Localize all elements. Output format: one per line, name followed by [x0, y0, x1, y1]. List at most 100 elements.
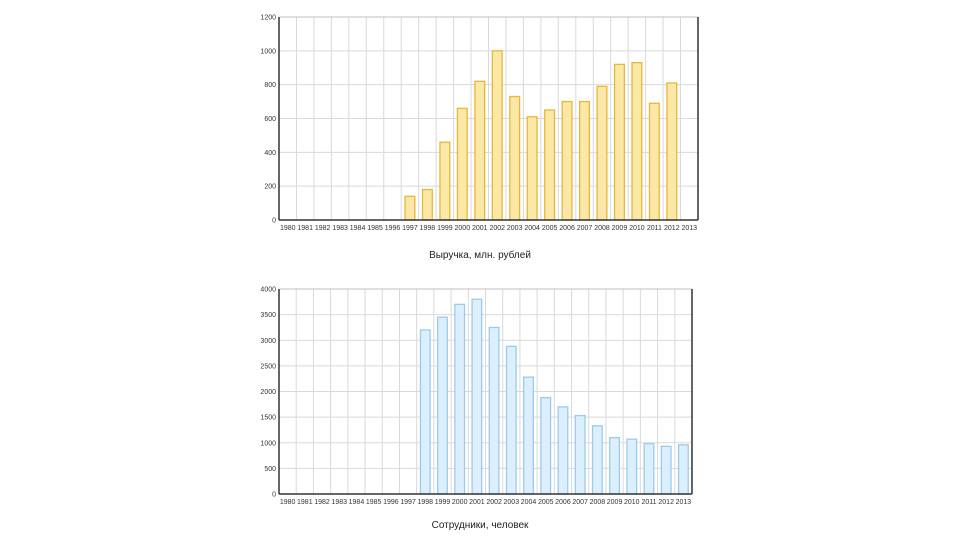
staff-x-tick-label: 1984: [349, 499, 365, 506]
staff-x-tick-label: 1998: [417, 499, 433, 506]
revenue-bar-2000: [456, 107, 468, 221]
revenue-x-tick-label: 1996: [385, 225, 401, 232]
revenue-x-tick-label: 1983: [332, 225, 348, 232]
revenue-bar-2009: [613, 63, 625, 221]
staff-x-tick-label: 1996: [383, 499, 399, 506]
staff-bar-2004: [523, 376, 534, 495]
staff-bar-2002: [488, 326, 500, 495]
revenue-y-tick-label: 200: [264, 184, 276, 191]
revenue-bar-2011: [648, 102, 660, 221]
revenue-x-tick-label: 2006: [559, 225, 575, 232]
staff-bar-2010: [626, 438, 638, 495]
revenue-bar-1998: [421, 188, 433, 221]
revenue-x-tick-label: 1999: [437, 225, 453, 232]
staff-bar-2001: [471, 298, 483, 495]
staff-x-tick-label: 2010: [624, 499, 640, 506]
staff-x-tick-label: 1981: [297, 499, 313, 506]
revenue-y-tick-label: 600: [264, 116, 276, 123]
staff-x-tick-label: 2003: [504, 499, 520, 506]
revenue-bar-2008: [596, 85, 608, 221]
revenue-bar-2006: [561, 100, 573, 221]
staff-x-tick-label: 1985: [366, 499, 382, 506]
revenue-x-tick-label: 1998: [420, 225, 436, 232]
revenue-x-tick-label: 2012: [664, 225, 680, 232]
revenue-x-tick-label: 1985: [367, 225, 383, 232]
staff-x-tick-label: 2002: [486, 499, 502, 506]
staff-x-tick-label: 2007: [572, 499, 588, 506]
staff-x-tick-label: 2012: [658, 499, 674, 506]
staff-y-tick-label: 4000: [260, 287, 276, 294]
staff-y-tick-label: 500: [264, 466, 276, 473]
staff-x-tick-label: 1980: [280, 499, 296, 506]
staff-y-tick-label: 1000: [260, 440, 276, 447]
staff-bar-2012: [660, 445, 672, 495]
revenue-x-tick-label: 2010: [629, 225, 645, 232]
staff-x-tick-label: 1982: [314, 499, 330, 506]
staff-bar-2009: [609, 436, 621, 495]
staff-bar-2007: [574, 414, 586, 495]
staff-bar-1998: [419, 329, 431, 495]
revenue-bar-1999: [439, 141, 451, 221]
staff-x-tick-label: 2009: [607, 499, 623, 506]
revenue-bar-2002: [491, 50, 503, 221]
staff-bar-2008: [591, 425, 603, 495]
staff-y-tick-label: 1500: [260, 415, 276, 422]
staff-bar-1999: [437, 316, 448, 495]
staff-chart-title: Сотрудники, человек: [431, 520, 529, 531]
revenue-x-tick-label: 2007: [577, 225, 593, 232]
staff-x-tick-label: 2006: [555, 499, 571, 506]
staff-x-tick-label: 2004: [521, 499, 537, 506]
staff-x-tick-label: 2013: [676, 499, 692, 506]
revenue-x-tick-label: 2005: [542, 225, 558, 232]
revenue-y-tick-label: 1200: [260, 15, 276, 22]
staff-bar-2003: [505, 345, 517, 495]
staff-x-tick-label: 1997: [400, 499, 416, 506]
staff-y-tick-label: 3500: [260, 312, 276, 319]
revenue-x-tick-label: 2008: [594, 225, 610, 232]
revenue-x-tick-label: 1997: [402, 225, 418, 232]
revenue-chart: 0 200 400 600 800 1000 1200 1980 1981 1982 1983 198…: [260, 15, 699, 261]
revenue-x-tick-label: 2001: [472, 225, 488, 232]
revenue-bar-2004: [526, 116, 538, 221]
revenue-bar-2003: [509, 95, 521, 221]
revenue-bar-2001: [474, 80, 486, 221]
staff-x-tick-label: 2005: [538, 499, 554, 506]
revenue-x-tick-label: 2013: [681, 225, 697, 232]
staff-y-tick-label: 3000: [260, 338, 276, 345]
revenue-y-tick-label: 1000: [260, 48, 276, 55]
staff-y-tick-label: 0: [272, 492, 276, 499]
revenue-x-tick-label: 2009: [612, 225, 628, 232]
revenue-x-tick-label: 1982: [315, 225, 331, 232]
revenue-x-tick-label: 2002: [489, 225, 505, 232]
revenue-chart-title: Выручка, млн. рублей: [429, 250, 531, 261]
revenue-x-tick-label: 2003: [507, 225, 523, 232]
staff-y-tick-label: 2500: [260, 363, 276, 370]
revenue-y-tick-label: 400: [264, 150, 276, 157]
revenue-x-tick-label: 2004: [524, 225, 540, 232]
staff-x-tick-label: 2001: [469, 499, 485, 506]
revenue-bar-2012: [666, 82, 678, 221]
revenue-bar-1997: [404, 195, 416, 221]
revenue-x-tick-label: 1981: [297, 225, 313, 232]
staff-y-tick-label: 2000: [260, 389, 276, 396]
revenue-bar-2007: [578, 100, 591, 221]
revenue-x-tick-label: 1980: [280, 225, 296, 232]
staff-x-tick-label: 2008: [590, 499, 606, 506]
staff-bar-2005: [540, 397, 552, 495]
revenue-bar-2005: [544, 109, 556, 221]
revenue-x-tick-label: 2011: [647, 225, 662, 232]
staff-x-tick-label: 1999: [435, 499, 451, 506]
staff-x-tick-label: 2011: [641, 499, 656, 506]
staff-bar-2011: [643, 443, 655, 495]
staff-bar-2006: [557, 406, 569, 495]
revenue-y-tick-label: 800: [264, 82, 276, 89]
staff-bar-2013: [677, 444, 689, 495]
revenue-y-tick-label: 0: [272, 218, 276, 225]
staff-x-tick-label: 2000: [452, 499, 468, 506]
staff-chart: 0 500 1000 1500 2000 2500 3000 3500 4000 1980 1981…: [0, 272, 960, 540]
revenue-bar-2010: [631, 62, 643, 221]
revenue-x-tick-label: 1984: [350, 225, 366, 232]
staff-bar-2000: [454, 303, 466, 495]
staff-chart-plot: 0 500 1000 1500 2000 2500 3000 3500 4000 1980 1981…: [260, 287, 693, 506]
